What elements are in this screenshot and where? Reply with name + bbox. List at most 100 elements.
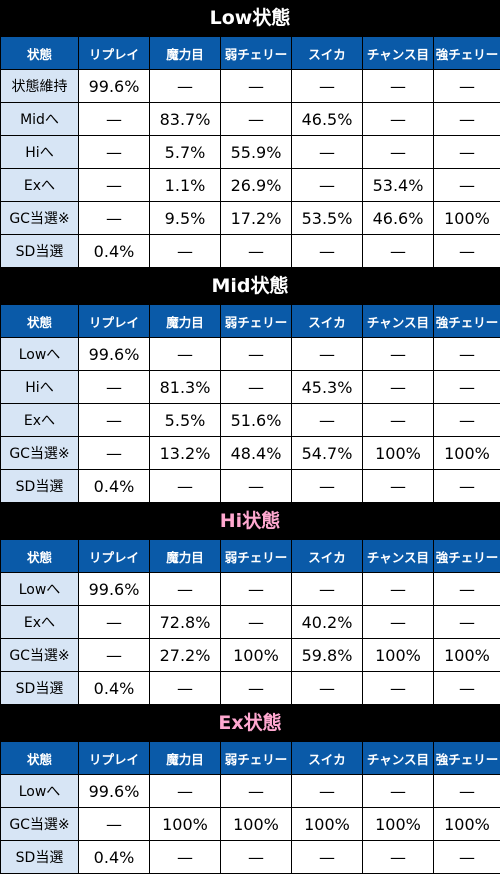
cell: 45.3%	[291, 370, 363, 404]
row-label: Hiへ	[0, 135, 79, 169]
header-suika: スイカ	[291, 304, 363, 338]
cell: —	[433, 234, 500, 268]
section-hi: Hi状態 状態 リプレイ 魔力目 弱チェリー スイカ チャンス目 強チェリー L…	[0, 503, 500, 705]
header-suika: スイカ	[291, 539, 363, 573]
cell: 13.2%	[149, 436, 221, 470]
cell: —	[433, 572, 500, 606]
row-label: Hiへ	[0, 370, 79, 404]
header-maryoku: 魔力目	[149, 36, 221, 70]
header-state: 状態	[0, 36, 79, 70]
header-weak-cherry: 弱チェリー	[220, 304, 292, 338]
cell: 100%	[433, 807, 500, 841]
row-label: SD当選	[0, 234, 79, 268]
table-row: GC当選※ — 9.5% 17.2% 53.5% 46.6% 100%	[0, 201, 500, 235]
header-strong-cherry: 強チェリー	[433, 741, 500, 775]
cell: —	[433, 69, 500, 103]
cell: —	[362, 337, 434, 371]
transition-table: 状態 リプレイ 魔力目 弱チェリー スイカ チャンス目 強チェリー Lowへ 9…	[0, 304, 500, 503]
cell: 53.4%	[362, 168, 434, 202]
header-chance: チャンス目	[362, 36, 434, 70]
section-title: Ex状態	[0, 705, 500, 741]
cell: 99.6%	[78, 69, 150, 103]
row-label: GC当選※	[0, 807, 79, 841]
cell: —	[291, 840, 363, 874]
cell: 9.5%	[149, 201, 221, 235]
cell: —	[433, 403, 500, 437]
cell: —	[433, 469, 500, 503]
header-row: 状態 リプレイ 魔力目 弱チェリー スイカ チャンス目 強チェリー	[0, 36, 500, 70]
header-maryoku: 魔力目	[149, 741, 221, 775]
table-row: SD当選 0.4% — — — — —	[0, 671, 500, 705]
cell: —	[291, 774, 363, 808]
table-row: GC当選※ — 13.2% 48.4% 54.7% 100% 100%	[0, 436, 500, 470]
cell: 48.4%	[220, 436, 292, 470]
cell: 0.4%	[78, 234, 150, 268]
row-label: Lowへ	[0, 774, 79, 808]
header-suika: スイカ	[291, 741, 363, 775]
row-label: Exへ	[0, 605, 79, 639]
row-label: GC当選※	[0, 638, 79, 672]
header-state: 状態	[0, 741, 79, 775]
cell: —	[149, 69, 221, 103]
header-suika: スイカ	[291, 36, 363, 70]
cell: —	[433, 774, 500, 808]
cell: —	[149, 671, 221, 705]
header-weak-cherry: 弱チェリー	[220, 741, 292, 775]
cell: —	[362, 102, 434, 136]
cell: —	[362, 605, 434, 639]
cell: 46.5%	[291, 102, 363, 136]
cell: —	[220, 69, 292, 103]
header-strong-cherry: 強チェリー	[433, 36, 500, 70]
cell: 5.5%	[149, 403, 221, 437]
cell: —	[362, 403, 434, 437]
header-strong-cherry: 強チェリー	[433, 539, 500, 573]
row-label: SD当選	[0, 840, 79, 874]
cell: —	[362, 234, 434, 268]
cell: —	[149, 840, 221, 874]
cell: 46.6%	[362, 201, 434, 235]
cell: —	[291, 69, 363, 103]
cell: —	[220, 840, 292, 874]
table-row: Lowへ 99.6% — — — — —	[0, 774, 500, 808]
row-label: Lowへ	[0, 572, 79, 606]
header-weak-cherry: 弱チェリー	[220, 539, 292, 573]
cell: 54.7%	[291, 436, 363, 470]
cell: 55.9%	[220, 135, 292, 169]
cell: —	[78, 168, 150, 202]
cell: 0.4%	[78, 671, 150, 705]
cell: —	[433, 671, 500, 705]
cell: —	[362, 774, 434, 808]
row-label: Midへ	[0, 102, 79, 136]
cell: —	[362, 370, 434, 404]
table-row: Hiへ — 5.7% 55.9% — — —	[0, 135, 500, 169]
cell: —	[291, 572, 363, 606]
header-state: 状態	[0, 539, 79, 573]
cell: —	[78, 370, 150, 404]
cell: —	[78, 807, 150, 841]
cell: —	[433, 840, 500, 874]
cell: —	[78, 605, 150, 639]
cell: —	[220, 469, 292, 503]
cell: —	[433, 168, 500, 202]
header-row: 状態 リプレイ 魔力目 弱チェリー スイカ チャンス目 強チェリー	[0, 741, 500, 775]
cell: 17.2%	[220, 201, 292, 235]
section-mid: Mid状態 状態 リプレイ 魔力目 弱チェリー スイカ チャンス目 強チェリー …	[0, 268, 500, 503]
cell: 53.5%	[291, 201, 363, 235]
cell: 100%	[220, 638, 292, 672]
row-label: 状態維持	[0, 69, 79, 103]
cell: 100%	[433, 638, 500, 672]
cell: —	[78, 102, 150, 136]
cell: —	[220, 102, 292, 136]
cell: 0.4%	[78, 469, 150, 503]
cell: 100%	[433, 201, 500, 235]
table-row: Exへ — 5.5% 51.6% — — —	[0, 403, 500, 437]
row-label: SD当選	[0, 469, 79, 503]
cell: —	[291, 403, 363, 437]
cell: —	[291, 135, 363, 169]
row-label: GC当選※	[0, 436, 79, 470]
header-weak-cherry: 弱チェリー	[220, 36, 292, 70]
cell: —	[433, 605, 500, 639]
header-chance: チャンス目	[362, 304, 434, 338]
cell: 0.4%	[78, 840, 150, 874]
row-label: GC当選※	[0, 201, 79, 235]
